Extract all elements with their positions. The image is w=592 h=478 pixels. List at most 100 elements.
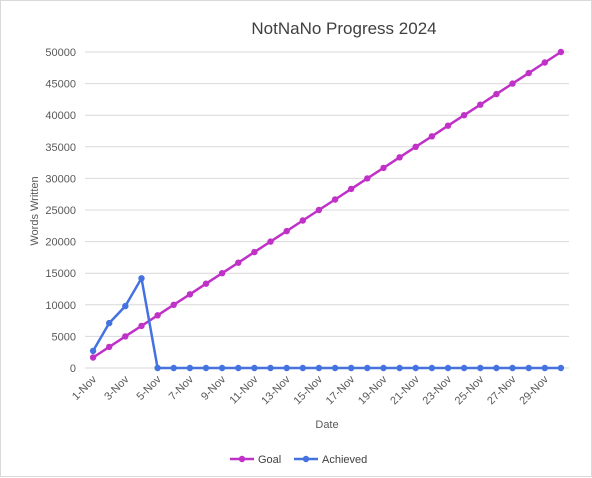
y-tick-label: 40000 bbox=[45, 110, 76, 122]
legend-label: Achieved bbox=[322, 454, 367, 466]
data-point bbox=[235, 259, 242, 266]
series-layer bbox=[89, 48, 565, 372]
x-tick-label: 3-Nov bbox=[102, 373, 132, 403]
data-point bbox=[525, 364, 532, 372]
data-point bbox=[267, 364, 274, 372]
data-point bbox=[186, 364, 194, 372]
y-tick-label: 10000 bbox=[45, 300, 76, 312]
x-tick-label: 7-Nov bbox=[167, 373, 197, 403]
data-point bbox=[235, 364, 242, 372]
data-point bbox=[557, 48, 565, 56]
data-point bbox=[396, 154, 403, 161]
data-point bbox=[364, 364, 371, 372]
x-tick-label: 27-Nov bbox=[485, 373, 519, 407]
x-tick-label: 23-Nov bbox=[421, 373, 455, 407]
data-point bbox=[202, 364, 210, 372]
series-goal bbox=[89, 48, 565, 361]
x-axis-ticks: 1-Nov 3-Nov 5-Nov 7-Nov 9-Nov 11-Nov13-Nov15-… bbox=[70, 373, 551, 407]
x-tick-label: 9-Nov bbox=[199, 373, 229, 403]
x-tick-label: 29-Nov bbox=[517, 373, 551, 407]
y-tick-label: 20000 bbox=[45, 237, 76, 249]
data-point bbox=[138, 322, 145, 330]
data-point bbox=[460, 112, 468, 119]
data-point bbox=[202, 280, 210, 287]
data-point bbox=[106, 343, 113, 351]
data-point bbox=[122, 333, 129, 340]
data-point bbox=[89, 347, 97, 355]
legend-marker bbox=[302, 455, 310, 463]
data-point bbox=[170, 364, 177, 372]
data-point bbox=[428, 364, 436, 372]
data-point bbox=[186, 291, 194, 298]
data-point bbox=[251, 364, 258, 372]
data-point bbox=[541, 364, 548, 372]
y-tick-label: 45000 bbox=[45, 79, 76, 91]
x-tick-label: 17-Nov bbox=[324, 373, 358, 407]
chart-title: NotNaNo Progress 2024 bbox=[251, 19, 436, 38]
data-point bbox=[412, 143, 419, 150]
y-axis-ticks: 0 5000 10000 15000 20000 25000 30000 35000 40000… bbox=[45, 47, 76, 375]
data-point bbox=[218, 364, 226, 372]
x-tick-label: 5-Nov bbox=[134, 373, 164, 403]
x-tick-label: 1-Nov bbox=[70, 373, 100, 403]
data-point bbox=[283, 227, 290, 235]
data-point bbox=[267, 238, 274, 245]
data-point bbox=[444, 122, 452, 129]
series-line bbox=[92, 50, 562, 359]
data-point bbox=[331, 364, 339, 372]
x-axis-label: Date bbox=[315, 419, 338, 431]
gridlines bbox=[85, 51, 569, 337]
legend-label: Goal bbox=[258, 454, 281, 466]
data-point bbox=[299, 364, 306, 372]
data-point bbox=[525, 69, 532, 77]
data-point bbox=[138, 275, 145, 282]
data-point bbox=[106, 319, 113, 327]
y-tick-label: 35000 bbox=[45, 142, 76, 154]
x-tick-label: 25-Nov bbox=[453, 373, 487, 407]
legend-item-achieved: Achieved bbox=[294, 454, 367, 466]
x-tick-label: 19-Nov bbox=[356, 373, 390, 407]
data-point bbox=[412, 364, 419, 372]
data-point bbox=[283, 364, 290, 372]
x-tick-label: 21-Nov bbox=[388, 373, 422, 407]
legend: Goal Achieved bbox=[230, 454, 367, 466]
x-tick-label: 11-Nov bbox=[228, 373, 261, 406]
y-tick-label: 50000 bbox=[45, 47, 76, 59]
data-point bbox=[557, 364, 565, 372]
y-tick-label: 0 bbox=[70, 363, 76, 375]
y-axis-label: Words Written bbox=[29, 176, 41, 245]
y-tick-label: 5000 bbox=[52, 331, 76, 343]
data-point bbox=[122, 302, 129, 310]
data-point bbox=[299, 217, 306, 224]
data-point bbox=[251, 248, 258, 256]
data-point bbox=[380, 164, 387, 172]
data-point bbox=[170, 301, 177, 308]
data-point bbox=[89, 354, 97, 361]
data-point bbox=[315, 364, 323, 372]
data-point bbox=[380, 364, 387, 372]
y-tick-label: 25000 bbox=[45, 205, 76, 217]
data-point bbox=[460, 364, 468, 372]
data-point bbox=[315, 206, 323, 214]
data-point bbox=[444, 364, 452, 372]
data-point bbox=[348, 185, 355, 193]
data-point bbox=[509, 364, 516, 372]
data-point bbox=[493, 364, 500, 372]
data-point bbox=[509, 80, 516, 87]
data-point bbox=[493, 90, 500, 98]
data-point bbox=[428, 133, 436, 140]
data-point bbox=[154, 312, 161, 319]
y-tick-label: 15000 bbox=[45, 268, 76, 280]
data-point bbox=[477, 364, 484, 372]
data-point bbox=[477, 101, 484, 108]
data-point bbox=[541, 59, 548, 66]
legend-item-goal: Goal bbox=[230, 454, 281, 466]
data-point bbox=[348, 364, 355, 372]
data-point bbox=[218, 270, 226, 277]
series-achieved bbox=[89, 275, 565, 372]
series-line bbox=[92, 277, 561, 370]
y-tick-label: 30000 bbox=[45, 173, 76, 185]
x-tick-label: 13-Nov bbox=[259, 373, 293, 407]
